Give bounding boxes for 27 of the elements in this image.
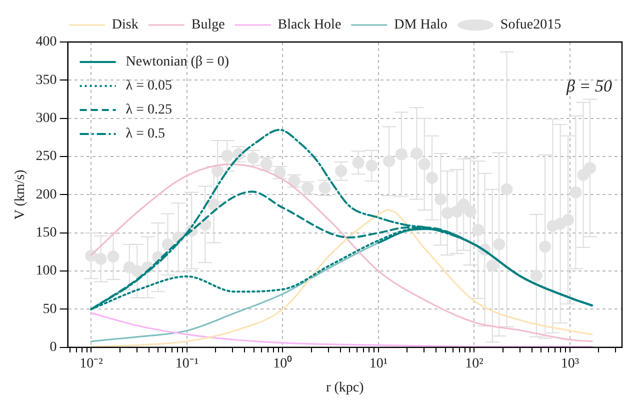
legend-label: DM Halo <box>394 18 448 33</box>
x-tick-label: 10¹ <box>369 356 388 372</box>
x-axis-title: r (kpc) <box>326 380 364 396</box>
legend-label: λ = 0.5 <box>126 126 165 142</box>
y-tick-label: 0 <box>50 340 57 356</box>
legend-label: Sofue2015 <box>500 18 562 33</box>
legend-label: Bulge <box>191 18 225 33</box>
x-tick-label: 10⁰ <box>273 355 292 372</box>
x-tick-label: 10³ <box>560 356 580 372</box>
y-axis-title: V (km/s) <box>13 169 28 220</box>
x-tick-label: 10⁻² <box>80 356 103 372</box>
y-tick-label: 400 <box>36 34 57 50</box>
x-tick-label: 10⁻¹ <box>175 356 199 372</box>
y-tick-label: 50 <box>42 302 57 317</box>
y-tick-label: 100 <box>36 264 57 279</box>
legend-label: λ = 0.25 <box>126 102 172 118</box>
y-tick-label: 350 <box>36 72 57 88</box>
y-tick-label: 200 <box>36 187 57 202</box>
legend-label: Disk <box>112 18 138 33</box>
x-tick-label: 10² <box>465 356 484 372</box>
legend-label: λ = 0.05 <box>126 78 172 94</box>
legend-label: Newtonian (β = 0) <box>126 54 230 70</box>
legend-label: Black Hole <box>278 18 342 33</box>
y-tick-label: 300 <box>36 111 57 126</box>
y-tick-label: 250 <box>36 149 57 164</box>
annotation: β = 50 <box>566 76 612 96</box>
y-tick-label: 150 <box>36 226 57 241</box>
